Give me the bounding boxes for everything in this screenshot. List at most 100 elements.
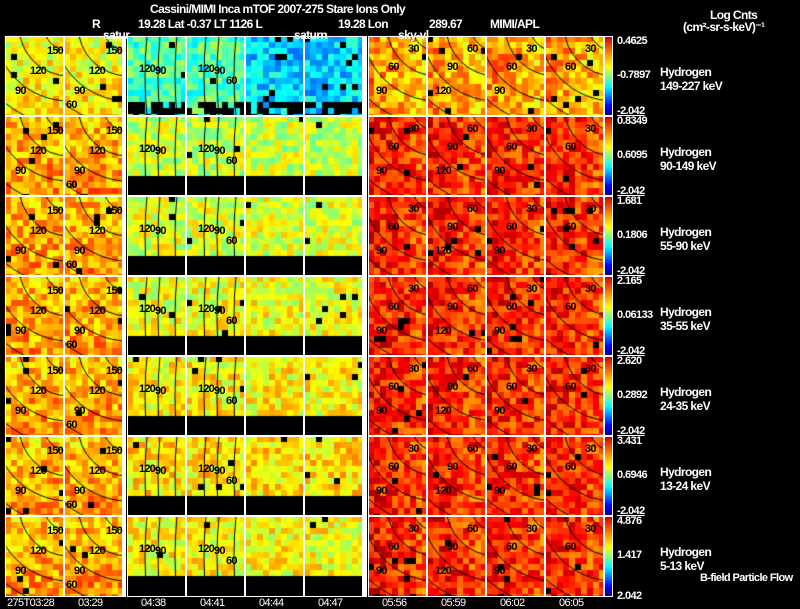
image-panel	[64, 276, 123, 356]
time-tick-label: 06:02	[500, 597, 525, 609]
colorbar-max-label: 1.681	[617, 195, 642, 207]
contour-label: 60	[565, 301, 576, 313]
contour-label: 60	[66, 419, 77, 431]
contour-label: 60	[226, 475, 237, 487]
contour-label: 60	[388, 141, 399, 153]
contour-label: 90	[214, 145, 225, 157]
time-tick-label: 06:05	[559, 597, 584, 609]
contour-label: 90	[447, 381, 458, 393]
contour-label: 60	[388, 221, 399, 233]
contour-label: 60	[388, 301, 399, 313]
contour-label: 90	[155, 145, 166, 157]
image-panel	[5, 276, 64, 356]
contour-label: 60	[388, 381, 399, 393]
time-tick-label: 03:29	[78, 597, 103, 609]
contour-label: 90	[15, 245, 26, 257]
contour-label: 60	[226, 315, 237, 327]
flow-label: B-field Particle Flow	[700, 572, 793, 584]
image-panel	[127, 356, 186, 436]
row-species-label: Hydrogen	[660, 545, 712, 559]
contour-label: 90	[214, 545, 225, 557]
colorbar-mid-label: 0.6095	[617, 149, 648, 161]
colorbar-min-label: 2.042	[617, 590, 642, 602]
contour-label: 90	[155, 65, 166, 77]
contour-label: 90	[447, 221, 458, 233]
contour-label: 90	[447, 61, 458, 73]
image-panel	[5, 436, 64, 516]
image-panel	[368, 36, 427, 116]
contour-label: 30	[526, 523, 537, 535]
contour-label: 120	[139, 383, 156, 395]
row-species-label: Hydrogen	[660, 65, 712, 79]
row-species-label: Hydrogen	[660, 465, 712, 479]
contour-label: 90	[15, 485, 26, 497]
image-panel	[245, 276, 304, 356]
contour-label: 90	[447, 461, 458, 473]
contour-label: 90	[376, 245, 387, 257]
contour-label: 90	[494, 405, 505, 417]
contour-label: 30	[585, 363, 596, 375]
image-panel	[5, 36, 64, 116]
contour-label: 120	[139, 63, 156, 75]
contour-label: 60	[388, 461, 399, 473]
contour-label: 60	[467, 283, 478, 295]
contour-label: 120	[30, 545, 47, 557]
contour-label: 120	[30, 65, 47, 77]
row-species-label: Hydrogen	[660, 225, 712, 239]
contour-label: 120	[198, 543, 215, 555]
plot-title: Cassini/MIMI Inca mTOF 2007-275 Stare Io…	[150, 2, 406, 16]
image-panel	[127, 116, 186, 196]
contour-label: 90	[376, 565, 387, 577]
time-tick-label: 05:59	[441, 597, 466, 609]
image-panel	[304, 516, 363, 597]
contour-label: 120	[435, 165, 452, 177]
image-panel	[64, 196, 123, 276]
contour-label: 120	[89, 65, 106, 77]
colorbar	[604, 116, 613, 196]
row-energy-label: 35-55 keV	[660, 319, 711, 333]
colorbar	[604, 516, 613, 597]
colorbar-min-label: -2.042	[617, 185, 645, 197]
image-panel	[304, 196, 363, 276]
image-panel	[186, 276, 245, 356]
contour-label: 120	[89, 465, 106, 477]
contour-label: 60	[565, 61, 576, 73]
contour-label: 60	[467, 43, 478, 55]
image-panel	[127, 36, 186, 116]
image-panel	[186, 356, 245, 436]
image-panel	[545, 116, 604, 196]
overlay-label-saturn: saturn	[294, 28, 328, 42]
image-panel	[368, 436, 427, 516]
contour-label: 150	[106, 205, 123, 217]
position-info: 19.28 Lat -0.37 LT 1126 L	[138, 17, 263, 31]
contour-label: 90	[155, 305, 166, 317]
contour-label: 30	[585, 443, 596, 455]
contour-label: 60	[506, 141, 517, 153]
row-species-label: Hydrogen	[660, 385, 712, 399]
contour-label: 120	[89, 545, 106, 557]
units-title: Log Cnts	[710, 8, 758, 22]
colorbar-max-label: 2.165	[617, 275, 642, 287]
contour-label: 120	[198, 303, 215, 315]
lon-info: 19.28 Lon	[338, 17, 389, 31]
image-panel	[64, 356, 123, 436]
contour-label: 90	[214, 65, 225, 77]
contour-label: 60	[467, 203, 478, 215]
image-panel	[486, 276, 545, 356]
colorbar	[604, 196, 613, 276]
colorbar	[604, 356, 613, 436]
contour-label: 60	[388, 61, 399, 73]
contour-label: 90	[214, 305, 225, 317]
contour-label: 120	[30, 145, 47, 157]
contour-label: 150	[47, 125, 64, 137]
image-panel	[486, 356, 545, 436]
contour-label: 30	[526, 43, 537, 55]
contour-label: 30	[526, 123, 537, 135]
image-panel	[427, 356, 486, 436]
contour-label: 90	[447, 301, 458, 313]
contour-label: 120	[30, 225, 47, 237]
image-panel	[368, 196, 427, 276]
contour-label: 90	[376, 485, 387, 497]
contour-label: 120	[139, 303, 156, 315]
image-panel	[368, 516, 427, 597]
